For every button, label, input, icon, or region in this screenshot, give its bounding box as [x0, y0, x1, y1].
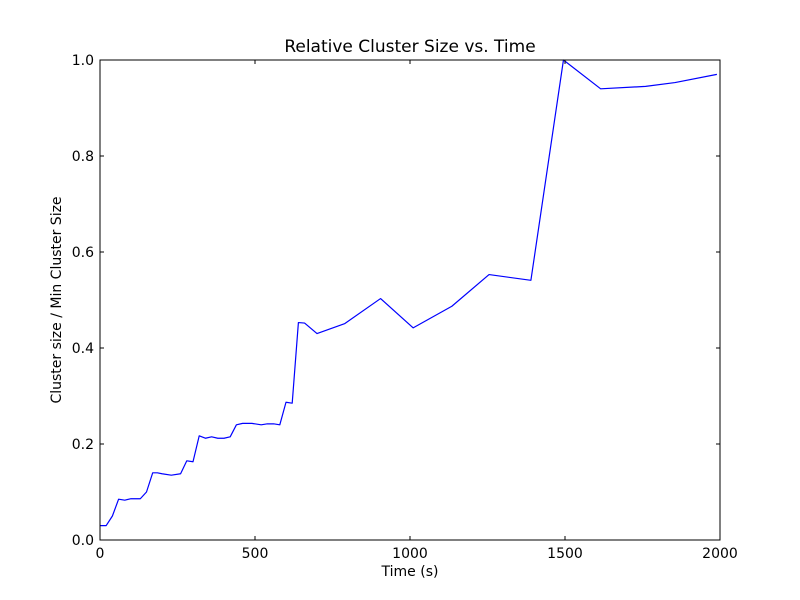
x-tick-label: 2000 — [702, 546, 738, 562]
plot-frame — [99, 59, 721, 541]
chart-title: Relative Cluster Size vs. Time — [284, 37, 535, 57]
y-tick-label: 0.8 — [72, 149, 94, 165]
y-tick-label: 0.4 — [72, 341, 94, 357]
plot-background — [100, 60, 720, 540]
x-tick-label: 0 — [96, 546, 105, 562]
series-line-0 — [100, 59, 718, 527]
x-tick-label: 1500 — [547, 546, 583, 562]
series-layer — [100, 59, 718, 527]
x-axis-label: Time (s) — [381, 564, 439, 580]
y-tick-label: 0.6 — [72, 245, 94, 261]
y-tick-label: 1.0 — [72, 53, 94, 69]
x-tick-label: 1000 — [392, 546, 428, 562]
x-tick-label: 500 — [242, 546, 269, 562]
y-tick-label: 0.2 — [72, 437, 94, 453]
tick-layer: 0 500 1000 1500 2000 0.0 0.2 0.4 0.6 0.8 1.0 — [72, 53, 738, 562]
y-axis-label: Cluster size / Min Cluster Size — [49, 196, 65, 403]
y-tick-label: 0.0 — [72, 533, 94, 549]
